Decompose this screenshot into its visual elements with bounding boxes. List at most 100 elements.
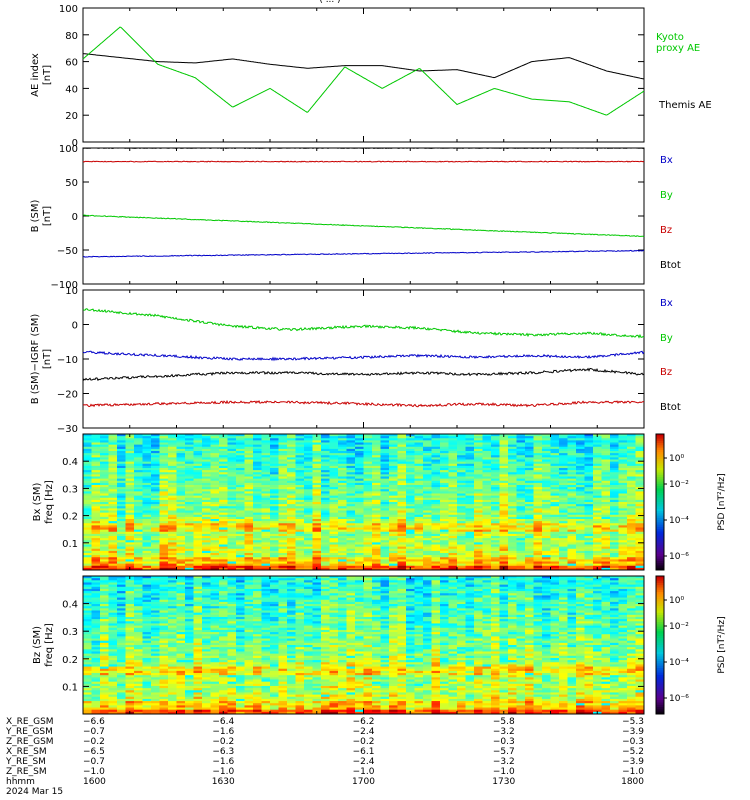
spectrogram-cell bbox=[108, 649, 118, 652]
spectrogram-cell bbox=[304, 497, 313, 501]
spectrogram-cell bbox=[610, 561, 619, 565]
spectrogram-cell bbox=[176, 446, 186, 450]
spectrogram-cell bbox=[482, 434, 492, 437]
spectrogram-cell bbox=[465, 504, 475, 507]
spectrogram-cell bbox=[397, 508, 407, 511]
spectrogram-cell bbox=[210, 527, 220, 531]
spectrogram-cell bbox=[525, 548, 534, 552]
spectrogram-cell bbox=[278, 485, 288, 488]
spectrogram-cell bbox=[499, 478, 509, 482]
spectrogram-cell bbox=[193, 544, 203, 548]
spectrogram-cell bbox=[482, 499, 492, 503]
spectrogram-cell bbox=[491, 455, 500, 458]
spectrogram-cell bbox=[142, 655, 152, 659]
spectrogram-cell bbox=[253, 506, 262, 509]
spectrogram-cell bbox=[474, 499, 483, 503]
legend-bz: Bz bbox=[660, 225, 672, 236]
spectrogram-cell bbox=[91, 655, 101, 659]
spectrogram-cell bbox=[448, 550, 458, 554]
spectrogram-cell bbox=[100, 670, 109, 674]
spectrogram-cell bbox=[108, 455, 118, 458]
spectrogram-cell bbox=[559, 489, 568, 492]
spectrogram-cell bbox=[321, 540, 330, 543]
spectrogram-cell bbox=[219, 438, 228, 441]
spectrogram-cell bbox=[423, 561, 432, 565]
spectrogram-cell bbox=[304, 455, 313, 458]
spectrogram-cell bbox=[397, 455, 407, 458]
spectrogram-cell bbox=[210, 472, 220, 475]
spectrogram-cell bbox=[457, 444, 466, 448]
spectrogram-cell bbox=[397, 531, 407, 535]
spectrogram-cell bbox=[108, 586, 118, 590]
spectrogram-cell bbox=[414, 559, 424, 562]
spectrogram-cell bbox=[618, 489, 628, 492]
spectrogram-cell bbox=[559, 557, 568, 560]
spectrogram-cell bbox=[346, 510, 356, 514]
spectrogram-cell bbox=[329, 436, 339, 439]
spectrogram-cell bbox=[516, 472, 526, 475]
spectrogram-cell bbox=[499, 546, 509, 550]
spectrogram-cell bbox=[244, 536, 254, 539]
spectrogram-cell bbox=[83, 523, 92, 526]
spectrogram-cell bbox=[431, 565, 441, 569]
spectrogram-cell bbox=[474, 453, 483, 456]
spectrogram-cell bbox=[100, 709, 109, 713]
spectrogram-cell bbox=[542, 557, 551, 560]
spectrogram-cell bbox=[168, 482, 177, 486]
spectrogram-cell bbox=[117, 538, 126, 541]
spectrogram-cell bbox=[108, 647, 118, 650]
colorbar-step bbox=[656, 488, 664, 492]
spectrogram-cell bbox=[193, 497, 203, 501]
spectrogram-cell bbox=[134, 621, 143, 624]
spectrogram-cell bbox=[227, 565, 237, 569]
spectrogram-cell bbox=[346, 495, 356, 499]
spectrogram-cell bbox=[610, 465, 619, 469]
spectrogram-cell bbox=[414, 525, 424, 528]
spectrogram-cell bbox=[525, 440, 534, 443]
spectrogram-cell bbox=[508, 557, 517, 560]
spectrogram-cell bbox=[346, 491, 356, 494]
spectrogram-cell bbox=[270, 487, 279, 490]
spectrogram-cell bbox=[576, 550, 585, 554]
spectrogram-cell bbox=[253, 502, 262, 505]
spectrogram-cell bbox=[108, 655, 118, 659]
spectrogram-cell bbox=[610, 542, 619, 545]
spectrogram-cell bbox=[431, 470, 441, 473]
spectrogram-cell bbox=[100, 448, 109, 452]
spectrogram-cell bbox=[355, 451, 364, 454]
spectrogram-cell bbox=[219, 495, 228, 499]
spectrogram-cell bbox=[363, 516, 373, 520]
spectrogram-cell bbox=[202, 474, 211, 477]
spectrogram-cell bbox=[244, 495, 254, 499]
spectrogram-cell bbox=[482, 465, 492, 469]
spectrogram-cell bbox=[380, 531, 390, 535]
spectrogram-cell bbox=[525, 459, 534, 463]
spectrogram-cell bbox=[117, 668, 126, 672]
spectrogram-cell bbox=[465, 502, 475, 505]
spectrogram-cell bbox=[627, 476, 636, 480]
spectrogram-cell bbox=[202, 453, 211, 456]
spectrogram-cell bbox=[125, 638, 135, 642]
spectrogram-cell bbox=[142, 668, 152, 672]
spectrogram-cell bbox=[134, 638, 143, 642]
spectrogram-cell bbox=[457, 514, 466, 518]
spectrogram-cell bbox=[185, 499, 194, 503]
spectrogram-cell bbox=[559, 542, 568, 545]
spectrogram-cell bbox=[117, 459, 126, 463]
spectrogram-cell bbox=[516, 561, 526, 565]
spectrogram-cell bbox=[584, 516, 594, 520]
colorbar-step bbox=[656, 536, 664, 539]
spectrogram-cell bbox=[219, 523, 228, 526]
spectrogram-cell bbox=[91, 514, 101, 518]
spectrogram-cell bbox=[474, 448, 483, 452]
spectrogram-cell bbox=[270, 480, 279, 484]
spectrogram-cell bbox=[142, 476, 152, 480]
spectrogram-cell bbox=[363, 455, 373, 458]
spectrogram-cell bbox=[142, 636, 152, 639]
spectrogram-cell bbox=[100, 625, 109, 629]
spectrogram-cell bbox=[261, 455, 271, 458]
spectrogram-cell bbox=[117, 586, 126, 590]
spectrogram-cell bbox=[91, 586, 101, 590]
spectrogram-cell bbox=[329, 557, 339, 560]
spectrogram-cell bbox=[533, 474, 543, 477]
